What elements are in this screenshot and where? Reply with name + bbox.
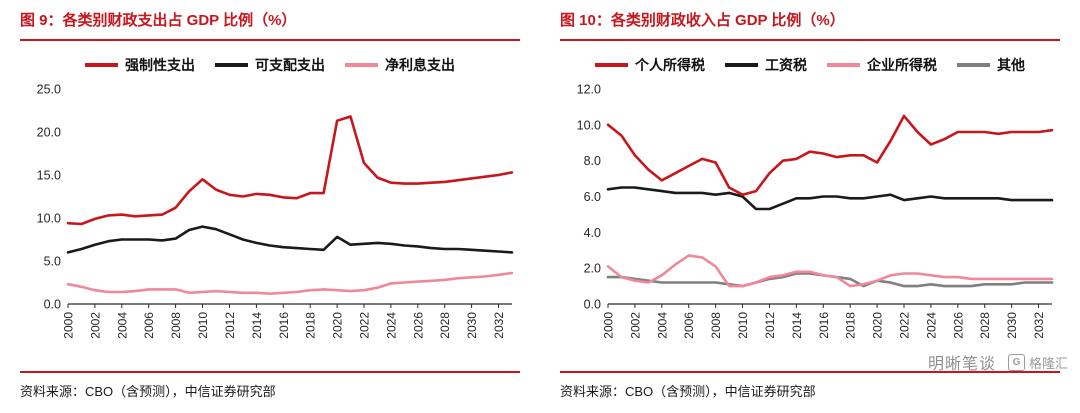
line-chart-revenue: 0.0 2.0 4.0 6.0 8.0 10.0 12.0 2000 2002 2004 2006 2… [577,83,1054,339]
legend-label: 可支配支出 [255,57,325,73]
series-line [606,254,1054,288]
x-tick-label: 2030 [465,312,479,339]
x-tick-label: 2026 [411,312,425,339]
x-tick-label: 2020 [331,312,345,339]
series-line [66,115,514,226]
x-tick-label: 2016 [277,312,291,339]
x-tick-label: 2028 [438,312,452,339]
figure-10-panel: 图 10：各类别财政收入占 GDP 比例（%） 个人所得税 工资税 企业所得税 其他 … [540,0,1080,413]
x-tick-label: 2006 [682,312,696,339]
legend-label: 其他 [997,57,1025,73]
chart-title: 图 10：各类别财政收入占 GDP 比例（%） [560,12,1060,41]
x-tick-label: 2030 [1005,312,1019,339]
x-tick-label: 2012 [223,312,237,339]
legend-item: 净利息支出 [345,55,455,75]
legend-item: 可支配支出 [215,55,325,75]
legend-swatch-line-icon [595,63,628,67]
x-tick-label: 2008 [709,312,723,339]
y-tick-label: 8.0 [584,154,601,168]
x-tick-label: 2000 [62,312,76,339]
y-tick-label: 15.0 [37,169,61,183]
x-tick-label: 2032 [1032,312,1046,339]
x-tick-label: 2026 [951,312,965,339]
source-note: 资料来源：CBO（含预测），中信证券研究部 [20,384,276,399]
gelonghui-logo-icon: G [1007,353,1025,371]
series-line [66,271,514,295]
legend-item: 企业所得税 [827,55,937,75]
legend-item: 工资税 [725,55,807,75]
x-tick-label: 2008 [169,312,183,339]
x-tick-label: 2012 [763,312,777,339]
legend-label: 企业所得税 [867,57,937,73]
x-tick-label: 2002 [628,312,642,339]
legend-swatch-line-icon [957,63,990,67]
x-tick-label: 2018 [844,312,858,339]
x-tick-label: 2004 [655,312,669,339]
legend-swatch-line-icon [827,63,860,67]
chart-legend: 强制性支出 可支配支出 净利息支出 [20,54,520,75]
x-tick-label: 2010 [196,312,210,339]
y-tick-label: 0.0 [44,298,61,312]
source-divider: 资料来源：CBO（含预测），中信证券研究部 [20,371,520,413]
series-line [606,114,1054,196]
legend-label: 净利息支出 [385,57,455,73]
x-tick-label: 2010 [736,312,750,339]
x-tick-label: 2020 [871,312,885,339]
x-tick-label: 2014 [790,312,804,339]
watermark-author: 明晰笔谈 [927,356,996,373]
legend-item: 个人所得税 [595,55,705,75]
figure-9-panel: 图 9：各类别财政支出占 GDP 比例（%） 强制性支出 可支配支出 净利息支出 0… [20,12,520,413]
legend-label: 工资税 [765,57,807,73]
x-tick-label: 2006 [142,312,156,339]
x-tick-label: 2028 [978,312,992,339]
x-tick-label: 2002 [88,312,102,339]
chart-legend: 个人所得税 工资税 企业所得税 其他 [560,54,1060,75]
legend-label: 强制性支出 [125,57,195,73]
series-line [606,186,1054,211]
legend-swatch-line-icon [725,63,758,67]
y-tick-label: 10.0 [577,118,601,132]
legend-swatch-line-icon [85,63,118,67]
x-tick-label: 2016 [817,312,831,339]
x-tick-label: 2000 [602,312,616,339]
chart-title: 图 9：各类别财政支出占 GDP 比例（%） [20,12,520,41]
y-tick-label: 0.0 [584,298,601,312]
x-tick-label: 2024 [384,312,398,339]
x-tick-label: 2018 [304,312,318,339]
y-tick-label: 10.0 [37,212,61,226]
watermark-platform: 格隆汇 [1028,355,1068,371]
x-tick-label: 2004 [115,312,129,339]
source-divider: 资料来源：CBO（含预测），中信证券研究部 [560,371,1060,413]
y-tick-label: 4.0 [584,226,601,240]
y-tick-label: 5.0 [44,255,61,269]
y-tick-label: 2.0 [584,262,601,276]
y-tick-label: 12.0 [577,83,601,97]
watermark-brand: G 格隆汇 [1007,353,1068,372]
legend-item: 强制性支出 [85,55,195,75]
y-tick-label: 25.0 [37,83,61,97]
x-tick-label: 2022 [898,312,912,339]
watermark: 明晰笔谈 G 格隆汇 [928,350,1068,374]
x-tick-label: 2022 [358,312,372,339]
series-line [66,225,514,254]
source-note: 资料来源：CBO（含预测），中信证券研究部 [560,384,816,399]
line-chart-expenditure: 0.0 5.0 10.0 15.0 20.0 25.0 2000 2002 2004 2006 20… [37,83,514,339]
legend-swatch-line-icon [345,63,378,67]
x-tick-label: 2014 [250,312,264,339]
y-tick-label: 6.0 [584,190,601,204]
x-tick-label: 2032 [492,312,506,339]
y-tick-label: 20.0 [37,126,61,140]
x-tick-label: 2024 [924,312,938,339]
legend-item: 其他 [957,55,1025,75]
legend-label: 个人所得税 [635,57,705,73]
legend-swatch-line-icon [215,63,248,67]
